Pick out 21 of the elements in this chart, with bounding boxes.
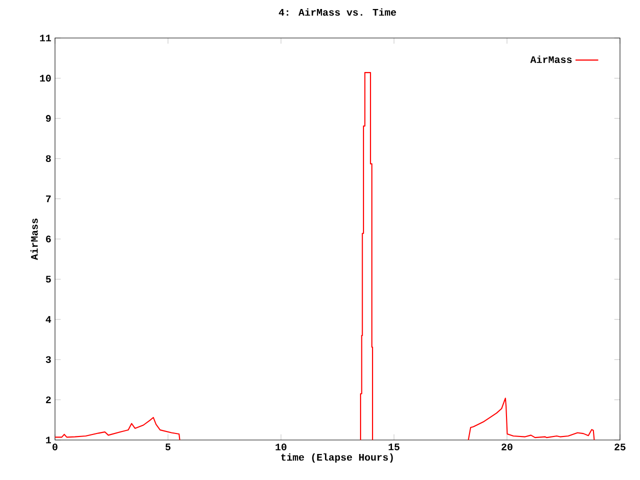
x-tick-label: 25 [614, 444, 626, 450]
y-tick-label: 8 [46, 155, 51, 162]
x-tick-label: 15 [388, 444, 400, 450]
legend-label: AirMass [530, 56, 572, 64]
y-tick-label: 11 [40, 34, 51, 42]
y-tick-label: 6 [46, 236, 51, 242]
y-tick-label: 3 [46, 356, 51, 363]
x-axis-title: time (Elapse Hours) [281, 453, 393, 463]
x-tick-label: 5 [166, 444, 170, 450]
y-tick-label: 4 [46, 316, 52, 323]
y-tick-label: 10 [40, 74, 51, 82]
x-tick-label: 0 [52, 444, 58, 450]
y-axis-title: AirMass [30, 218, 38, 260]
y-tick-label: 9 [46, 115, 51, 122]
chart-title: 4: AirMass vs. Time [278, 8, 396, 16]
y-tick-label: 1 [46, 436, 51, 444]
y-tick-label: 2 [46, 396, 51, 404]
y-tick-label: 7 [46, 196, 51, 202]
x-tick-label: 10 [276, 444, 286, 450]
y-tick-label: 5 [46, 276, 51, 283]
x-tick-label: 20 [502, 444, 512, 450]
